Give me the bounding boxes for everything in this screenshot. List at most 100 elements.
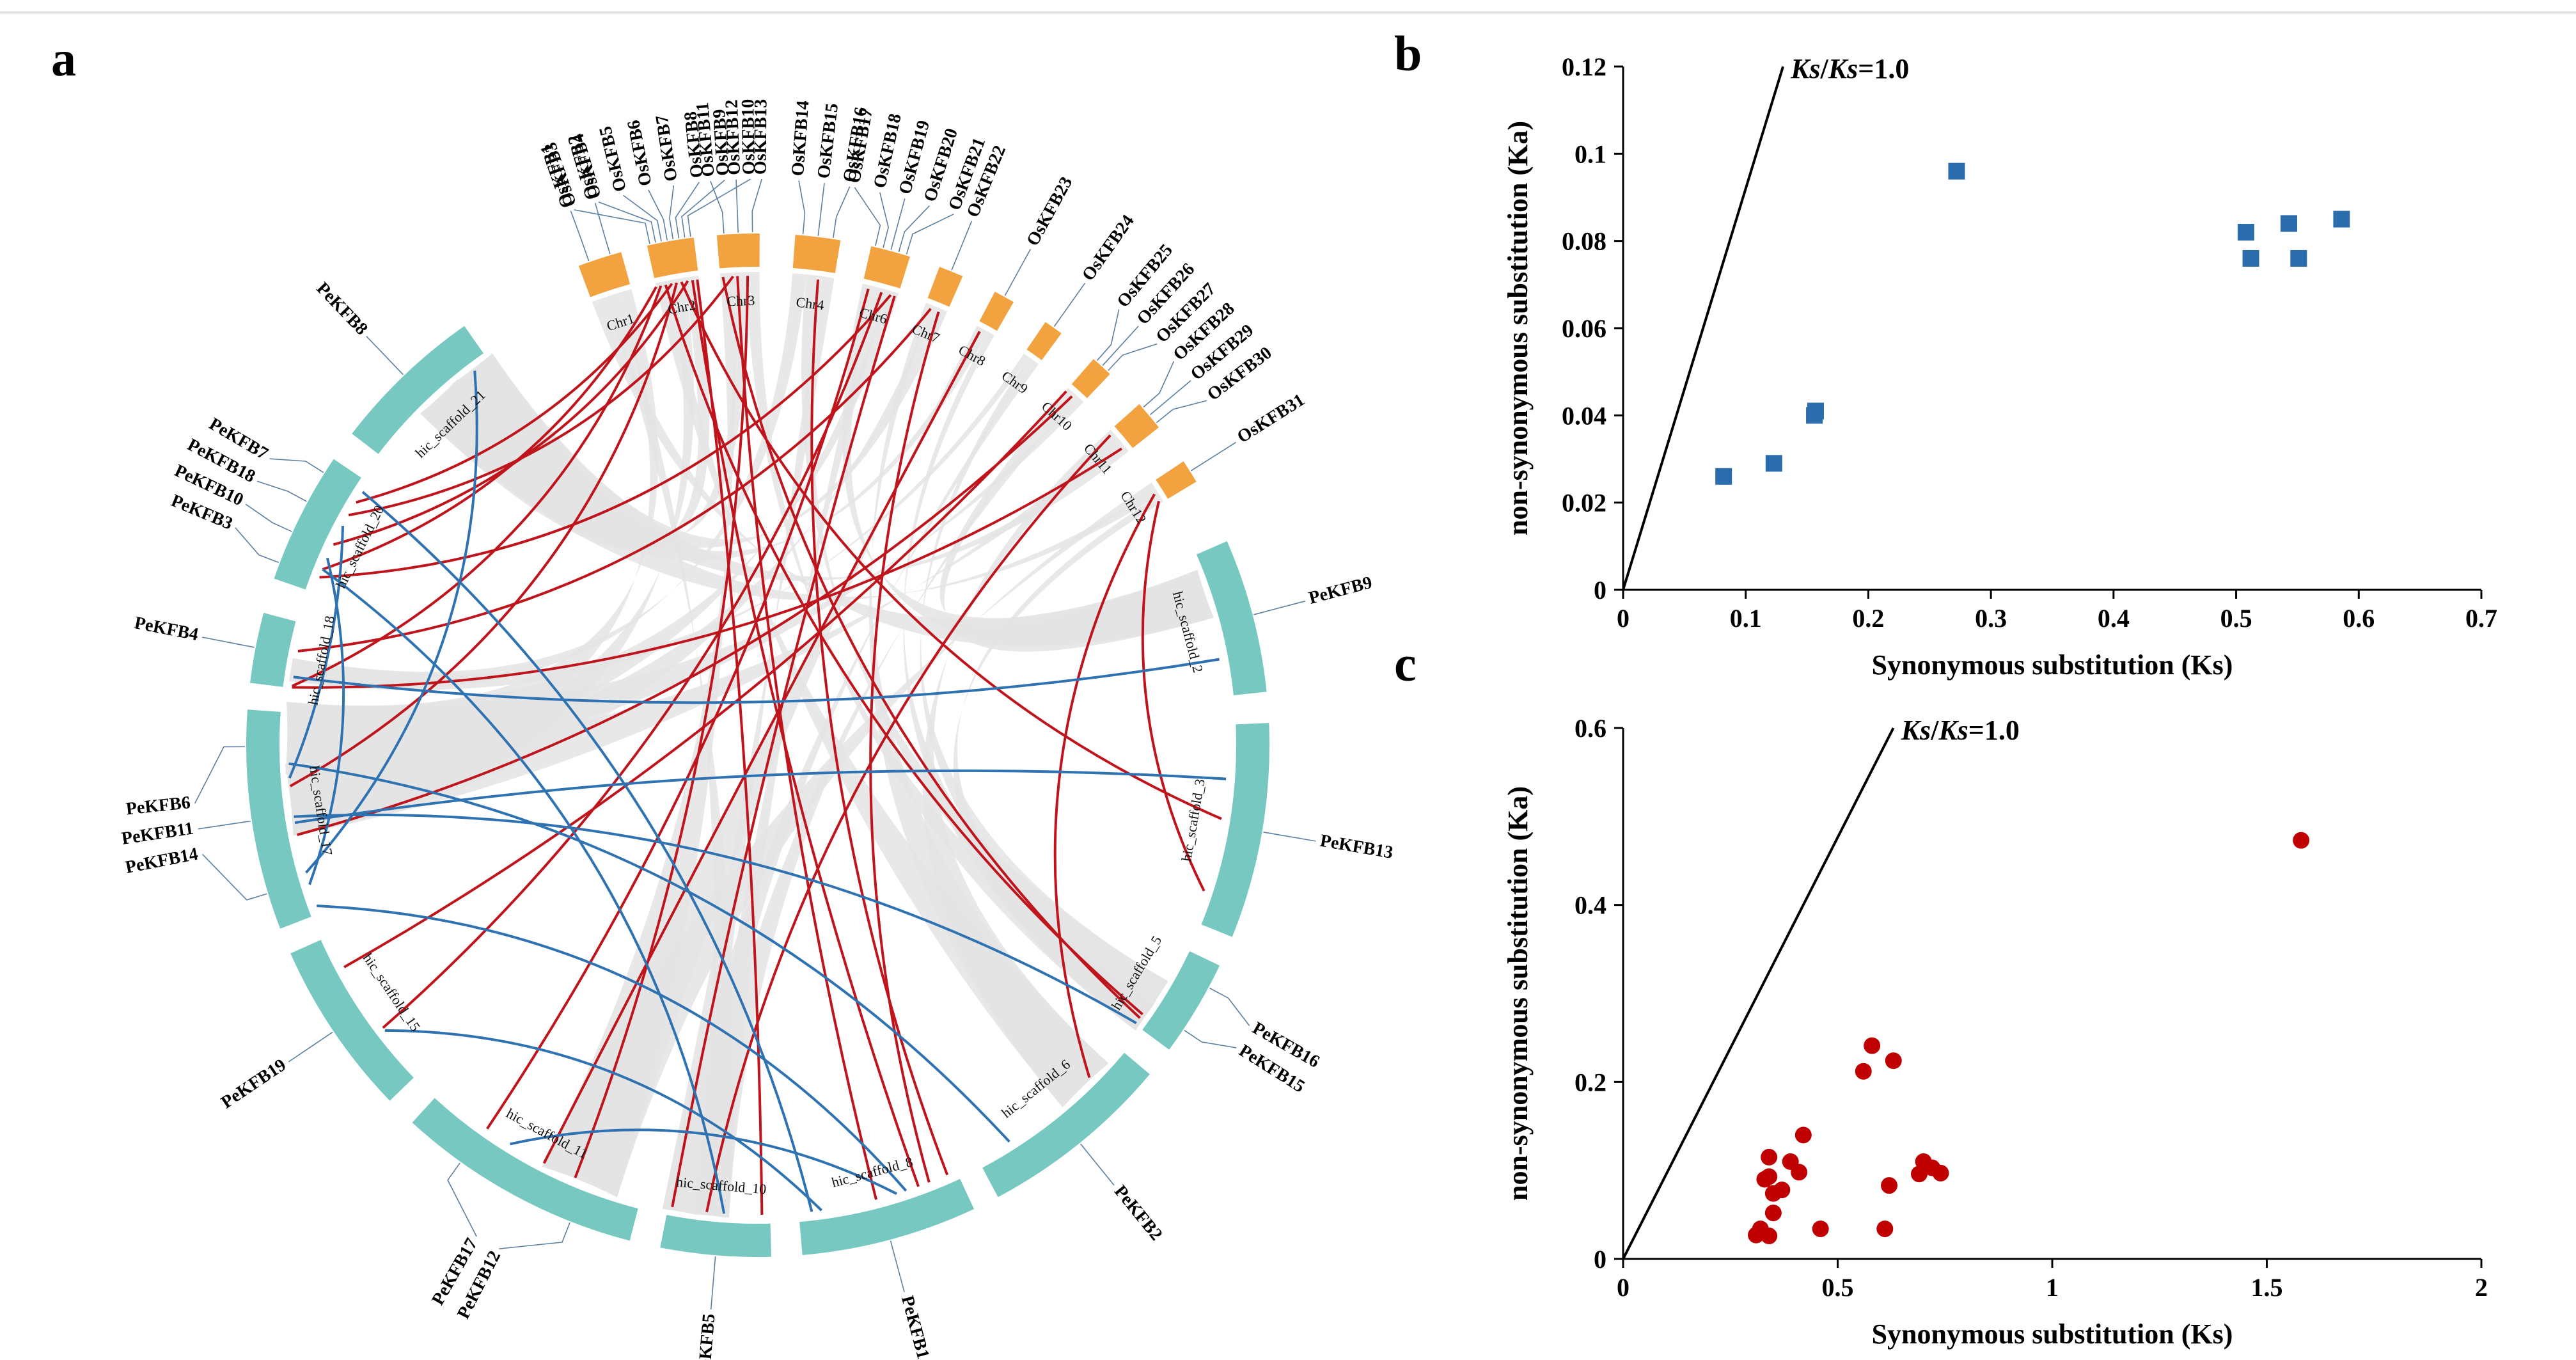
reference-label-part: Ks: [1901, 715, 1931, 746]
gene-leader-OsKFB12: [735, 179, 739, 233]
reference-label-part: Ks: [1828, 53, 1858, 84]
gene-leader-OsKFB25: [1096, 309, 1120, 361]
x-tick-label: 0.5: [2220, 604, 2252, 633]
gene-label-PeKFB19: PeKFB19: [217, 1055, 290, 1112]
reference-line: [1622, 727, 1895, 1260]
gray-link-ribbon-26: [285, 397, 1084, 775]
gene-label-OsKFB15: OsKFB15: [813, 102, 842, 180]
x-tick-label: 0: [1617, 604, 1630, 633]
data-point-21: [1812, 1220, 1829, 1237]
panel-label-c: c: [1394, 636, 1417, 692]
gray-link-ribbon-23: [662, 360, 1039, 1215]
data-point-9: [2333, 210, 2350, 228]
y-axis-label: non-synonymous substitution (Ka): [1502, 121, 1534, 535]
data-point-17: [1764, 1205, 1782, 1222]
chromosome-arc-Chr6: [863, 246, 910, 289]
gene-leader-OsKFB17: [854, 187, 881, 246]
chromosome-arc-Chr1: [578, 252, 631, 297]
chromosome-arc-hic_scaffold_8: [799, 1178, 975, 1255]
y-tick-label: 0.2: [1575, 1068, 1606, 1096]
data-point-4: [1948, 162, 1965, 180]
red-link-16: [671, 296, 896, 1208]
chromosome-arc-Chr11: [1114, 404, 1159, 448]
data-point-3: [1807, 402, 1824, 420]
y-tick-label: 0.06: [1562, 314, 1606, 343]
gene-leader-PeKFB5: [710, 1256, 716, 1310]
gene-leader-OsKFB26: [1102, 326, 1139, 366]
red-link-2: [333, 280, 689, 546]
gene-leader-OsKFB6: [648, 189, 668, 241]
gene-label-PeKFB6: PeKFB6: [125, 793, 191, 819]
red-link-23: [1053, 493, 1156, 1079]
gene-label-PeKFB8: PeKFB8: [313, 278, 372, 338]
gene-label-OsKFB9: OsKFB9: [709, 109, 733, 177]
data-point-6: [2242, 249, 2259, 267]
red-link-15: [382, 292, 883, 1029]
red-collinear-links: [289, 275, 1222, 1215]
reference-line: [1622, 66, 1784, 590]
red-link-7: [680, 281, 1222, 820]
y-axis-label: non-synonymous substitution (Ka): [1502, 786, 1534, 1201]
reference-label-part: /: [1820, 53, 1829, 84]
gene-leader-PeKFB2: [1080, 1143, 1115, 1186]
gene-leader-OsKFB4: [598, 202, 656, 243]
scatter-chart-c: 0 0.5 1 1.5 2 0 0.2 0.4 0.6 Synonymous substituti…: [1502, 714, 2488, 1350]
red-link-24: [1141, 500, 1206, 892]
data-point-22: [1876, 1220, 1894, 1237]
data-point-3: [1855, 1063, 1872, 1080]
blue-link-4: [294, 769, 1227, 825]
gene-label-PeKFB11: PeKFB11: [120, 818, 195, 848]
x-axis-label: Synonymous substitution (Ks): [1872, 649, 2233, 681]
scatter-chart-b: 0 0.1 0.2 0.3 0.4 0.5 0.6 0.7 0 0.02 0.04 0.06 0.08 0…: [1502, 52, 2497, 681]
gene-leader-PeKFB8: [366, 336, 404, 376]
blue-link-11: [294, 813, 1137, 1025]
gene-leader-OsKFB11: [710, 180, 725, 233]
red-link-20: [296, 395, 1073, 836]
gene-leader-PeKFB9: [1253, 600, 1306, 615]
blue-link-1: [288, 526, 345, 779]
gene-labels: OsKFB1OsKFB2OsKFB3OsKFB4OsKFB5OsKFB6OsKF…: [120, 99, 1395, 1360]
gene-leader-PeKFB16: [1209, 987, 1250, 1026]
gray-link-ribbon-31: [420, 379, 1160, 601]
gene-label-OsKFB12: OsKFB12: [722, 99, 745, 175]
chromosome-arc-hic_scaffold_17: [246, 709, 311, 929]
gene-label-PeKFB2: PeKFB2: [1110, 1182, 1166, 1244]
gene-leader-OsKFB28: [1143, 361, 1175, 407]
x-tick-label: 0: [1617, 1273, 1630, 1302]
reference-line-label: Ks/Ks=1.0: [1790, 53, 1909, 84]
gene-label-OsKFB7: OsKFB7: [652, 114, 682, 183]
data-point-20: [1761, 1228, 1778, 1245]
y-tick-label: 0.08: [1562, 227, 1606, 256]
data-point-9: [1791, 1164, 1808, 1181]
gene-leader-OsKFB30: [1156, 400, 1207, 423]
red-link-22: [705, 434, 1111, 1213]
reference-line-label: Ks/Ks=1.0: [1901, 715, 2020, 746]
gene-label-PeKFB4: PeKFB4: [133, 613, 200, 645]
gene-label-OsKFB23: OsKFB23: [1023, 173, 1076, 249]
reference-label-part: /: [1930, 715, 1939, 746]
panel-label-b: b: [1394, 26, 1422, 81]
blue-link-2: [305, 370, 478, 874]
gene-leader-PeKFB14: [201, 853, 267, 901]
gene-leader-PeKFB18: [256, 480, 307, 502]
gene-label-PeKFB13: PeKFB13: [1319, 831, 1395, 863]
gene-leader-OsKFB24: [1053, 283, 1086, 327]
red-link-13: [319, 294, 892, 579]
gene-label-PeKFB1: PeKFB1: [897, 1293, 933, 1360]
red-link-12: [736, 276, 877, 1200]
chromosome-label-Chr4: Chr4: [795, 294, 825, 313]
gene-leader-OsKFB23: [1004, 249, 1032, 296]
red-link-3: [292, 285, 663, 688]
y-tick-label: 0.1: [1575, 139, 1606, 168]
gene-leader-PeKFB12: [499, 1222, 570, 1249]
data-point-0: [1715, 468, 1732, 485]
gene-leader-OsKFB27: [1108, 343, 1158, 371]
data-point-5: [2237, 224, 2254, 241]
x-tick-label: 0.1: [1730, 604, 1762, 633]
data-point-1: [1765, 455, 1782, 472]
y-tick-label: 0: [1594, 576, 1606, 605]
gene-leader-PeKFB11: [198, 820, 251, 830]
gene-leader-PeKFB10: [245, 503, 292, 532]
data-point-13: [1756, 1171, 1773, 1188]
chromosome-arc-hic_scaffold_20: [274, 459, 361, 590]
